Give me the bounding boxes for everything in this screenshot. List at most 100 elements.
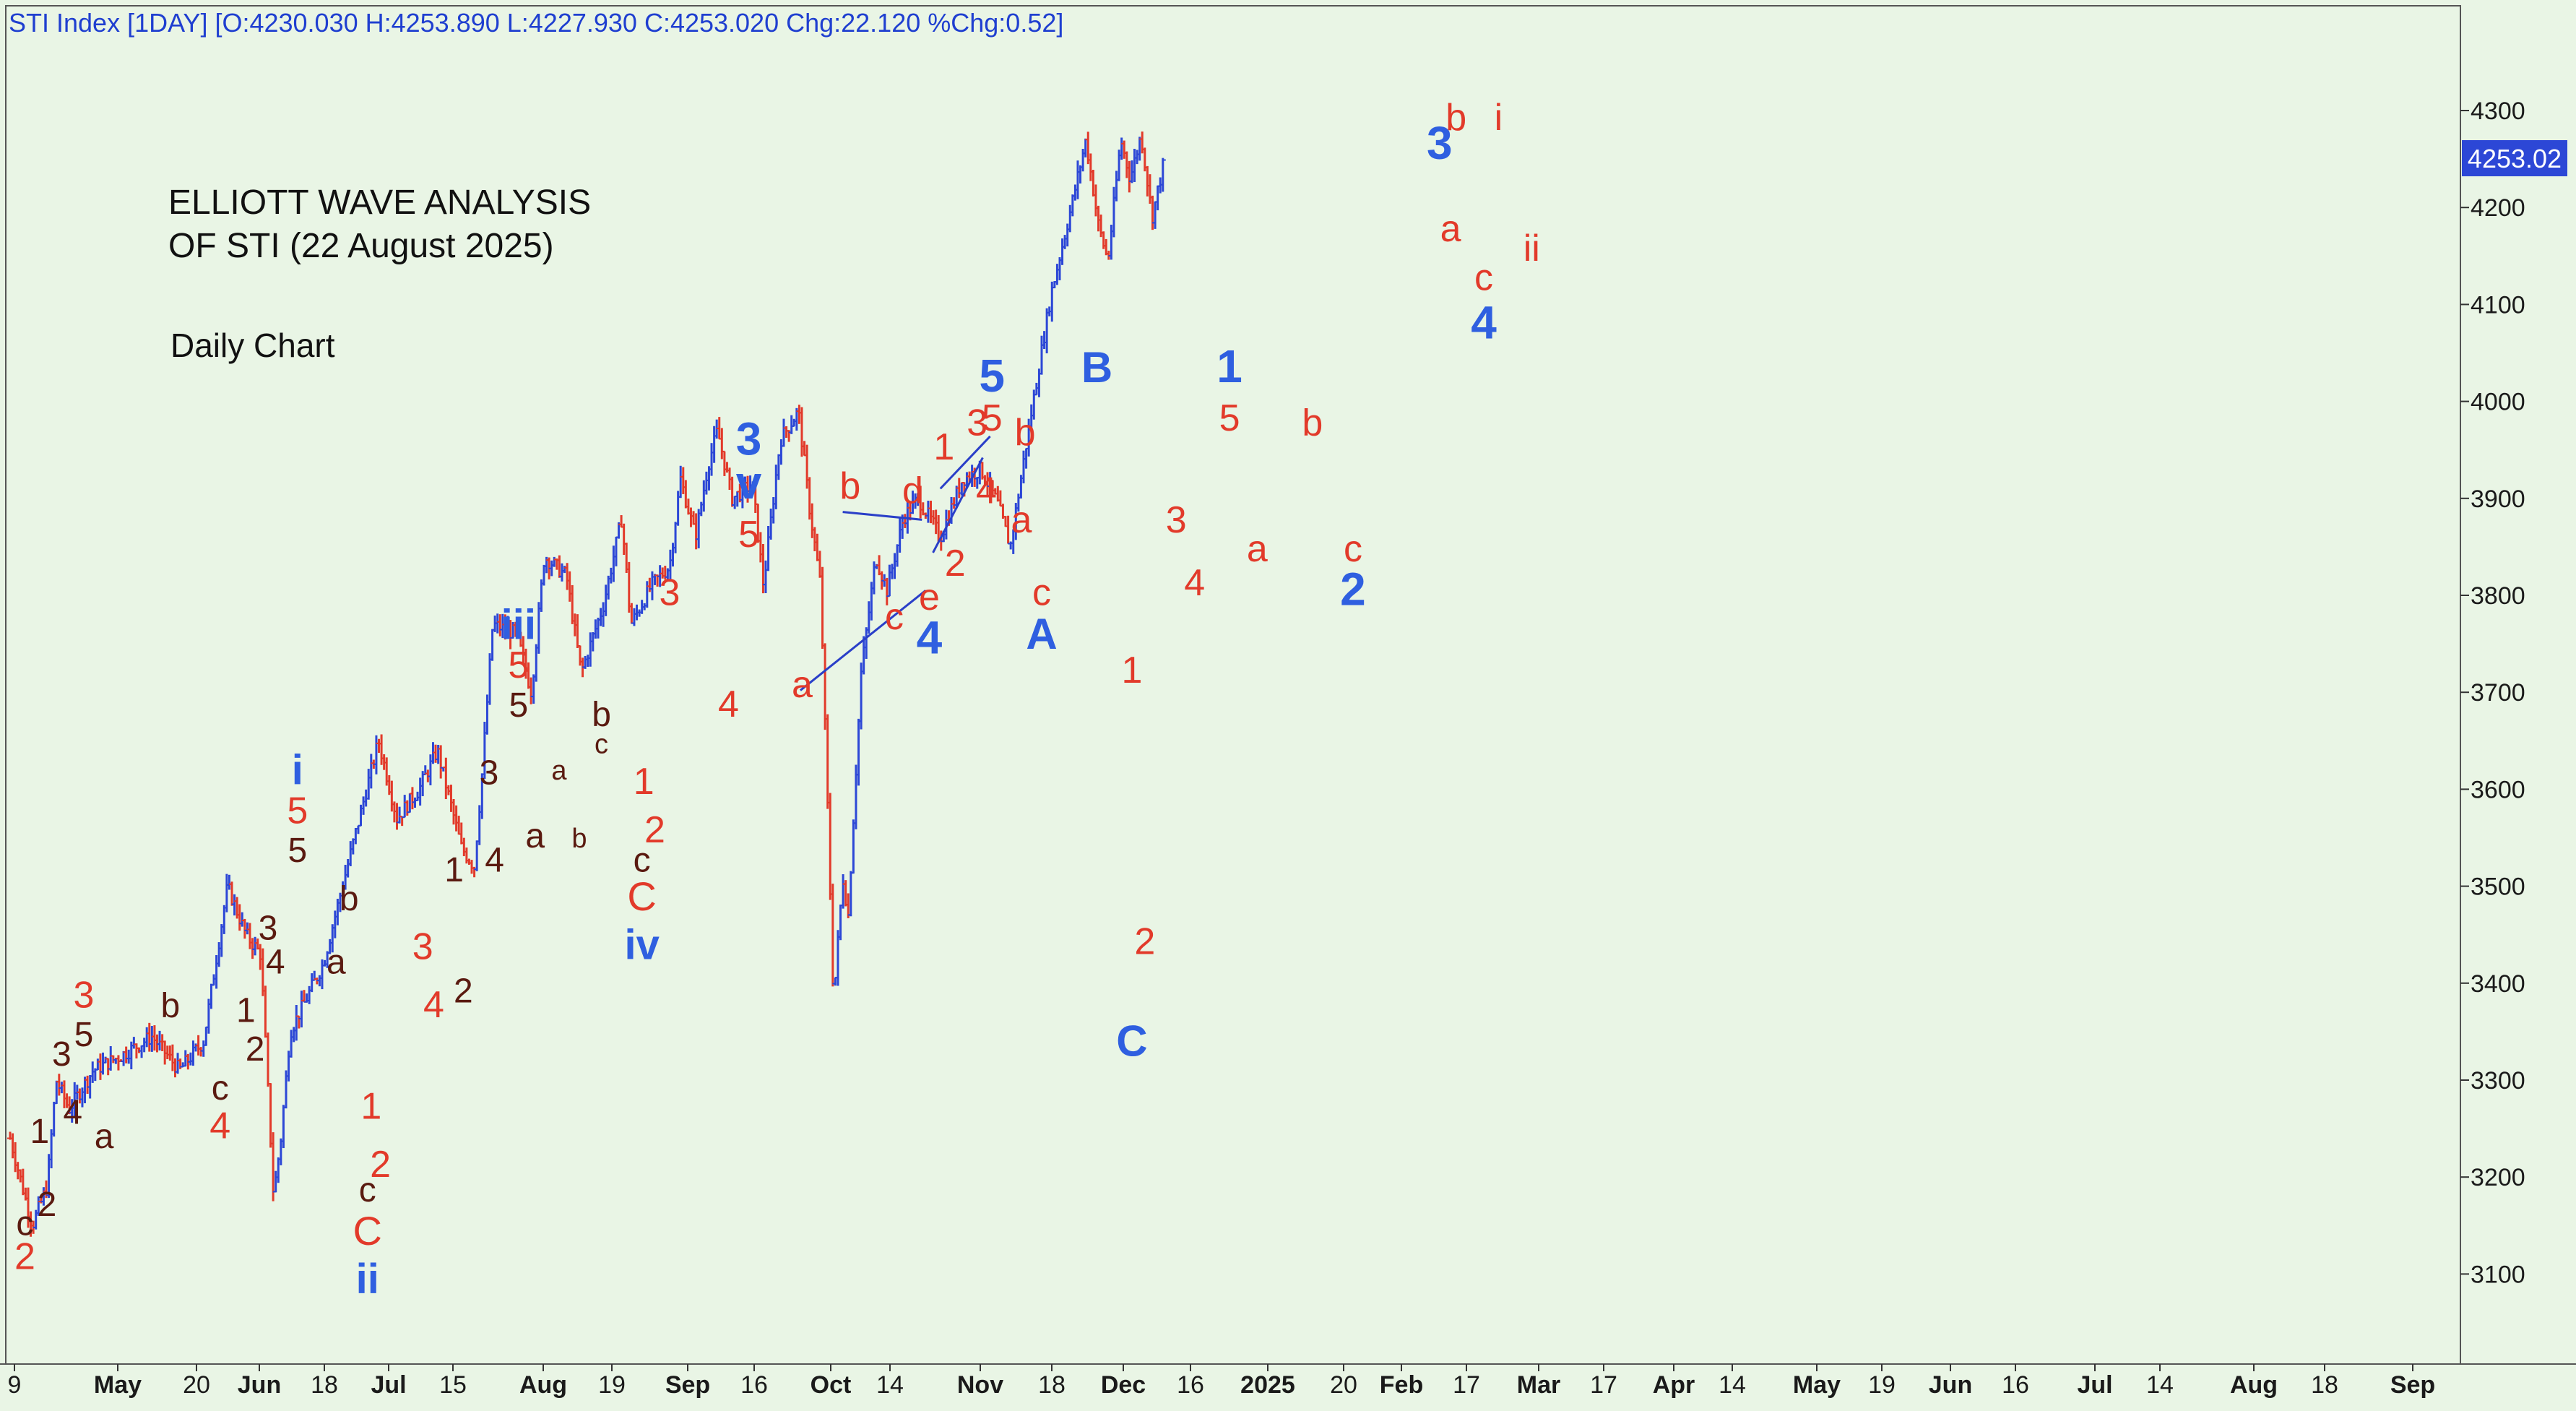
- x-tick-label: 15: [439, 1371, 467, 1399]
- x-tick-label: Mar: [1517, 1371, 1560, 1399]
- wave-label: 2: [644, 809, 665, 851]
- wave-label: 5: [1219, 397, 1240, 439]
- y-tick-label: 3500: [2471, 873, 2525, 901]
- wave-label: a: [1440, 208, 1461, 250]
- y-tick-label: 3200: [2471, 1164, 2525, 1191]
- wave-label: 5: [738, 514, 759, 556]
- chart-title-line2: OF STI (22 August 2025): [168, 227, 554, 265]
- wave-label: c: [1474, 256, 1493, 298]
- wave-label: a: [551, 756, 567, 786]
- wave-label: c: [1032, 571, 1051, 613]
- wave-label: b: [160, 987, 180, 1025]
- wave-label: a: [95, 1118, 114, 1156]
- wave-label: b: [1445, 97, 1466, 139]
- price-bars: [7, 131, 1166, 1237]
- wave-labels: c2123435abc4123455iba12cCii34123455iiiaa…: [14, 97, 1540, 1303]
- wave-label: d: [902, 470, 923, 512]
- chart-title-line1: ELLIOTT WAVE ANALYSIS: [168, 184, 591, 222]
- wave-label: 4: [63, 1093, 82, 1131]
- wave-label: C: [353, 1208, 381, 1253]
- wave-label: b: [1015, 412, 1036, 454]
- trendline: [939, 435, 991, 490]
- wave-label: c: [212, 1069, 229, 1108]
- wave-label: e: [919, 577, 940, 618]
- x-tick-label: Jun: [238, 1371, 281, 1399]
- x-tick-label: Feb: [1380, 1371, 1423, 1399]
- wave-label: a: [327, 943, 346, 981]
- x-tick-label: May: [94, 1371, 142, 1399]
- wave-label: 1: [30, 1113, 49, 1151]
- wave-label: iv: [624, 921, 659, 968]
- wave-label: 5: [508, 644, 529, 686]
- wave-label: b: [1302, 402, 1323, 444]
- x-tick-label: 20: [183, 1371, 210, 1399]
- wave-label: b: [839, 465, 860, 507]
- wave-label: b: [571, 824, 587, 854]
- y-tick-label: 3900: [2471, 486, 2525, 513]
- wave-label: ii: [356, 1256, 379, 1303]
- x-tick-label: 20: [1330, 1371, 1357, 1399]
- x-tick-label: Apr: [1653, 1371, 1695, 1399]
- x-tick-label: Aug: [2230, 1371, 2278, 1399]
- wave-label: 2: [14, 1236, 35, 1278]
- wave-label: 5: [288, 832, 307, 870]
- wave-label: b: [592, 696, 611, 734]
- trendlines: [800, 435, 991, 691]
- wave-label: 1: [360, 1086, 381, 1128]
- wave-label: 2: [246, 1030, 265, 1069]
- wave-label: i: [1495, 97, 1503, 139]
- x-tick-label: Nov: [957, 1371, 1003, 1399]
- wave-label: 1: [933, 426, 954, 468]
- x-tick-label: 16: [740, 1371, 768, 1399]
- wave-label: c: [595, 730, 608, 760]
- y-tick-label: 3700: [2471, 679, 2525, 707]
- y-tick-label: 3400: [2471, 970, 2525, 998]
- last-price-tag: 4253.02: [2468, 144, 2562, 173]
- wave-label: c: [885, 596, 904, 638]
- wave-label: b: [340, 880, 359, 918]
- wave-label: 3: [1166, 499, 1187, 541]
- wave-label: 4: [1471, 296, 1497, 348]
- wave-label: 3: [74, 974, 95, 1016]
- wave-label: 5: [74, 1016, 94, 1054]
- x-tick-label: 17: [1453, 1371, 1480, 1399]
- wave-label: a: [1247, 528, 1268, 570]
- wave-label: 2: [1134, 921, 1155, 963]
- wave-label: 5: [287, 790, 308, 832]
- wave-label: 3: [967, 402, 987, 444]
- wave-label: 3: [259, 909, 278, 947]
- wave-label: c: [16, 1205, 33, 1243]
- wave-label: 1: [634, 761, 654, 803]
- y-tick-label: 3600: [2471, 776, 2525, 803]
- y-tick-label: 4000: [2471, 389, 2525, 416]
- x-tick-label: Sep: [665, 1371, 710, 1399]
- y-tick-label: 4100: [2471, 291, 2525, 319]
- wave-label: 1: [444, 851, 464, 889]
- wave-label: c: [1344, 528, 1362, 570]
- x-tick-label: 18: [2311, 1371, 2338, 1399]
- wave-label: a: [525, 817, 545, 855]
- trendline: [800, 590, 927, 691]
- wave-label: 3: [412, 925, 433, 967]
- wave-label: 2: [370, 1144, 391, 1186]
- x-tick-label: Jul: [2077, 1371, 2112, 1399]
- x-tick-label: 18: [1038, 1371, 1066, 1399]
- wave-label: A: [1026, 610, 1057, 658]
- wave-label: 3: [736, 413, 762, 465]
- x-tick-label: 18: [311, 1371, 338, 1399]
- wave-label: c: [634, 841, 651, 879]
- x-tick-label: Jun: [1929, 1371, 1972, 1399]
- wave-label: iii: [501, 601, 536, 648]
- wave-label: a: [1011, 499, 1032, 541]
- y-tick-label: 4300: [2471, 98, 2525, 125]
- x-tick-label: 19: [598, 1371, 626, 1399]
- wave-label: 4: [1184, 562, 1205, 604]
- wave-label: B: [1081, 343, 1112, 392]
- y-tick-label: 3300: [2471, 1067, 2525, 1095]
- trendline: [842, 511, 922, 521]
- x-tick-label: 17: [1590, 1371, 1617, 1399]
- wave-label: i: [292, 747, 303, 794]
- x-tick-label: May: [1793, 1371, 1841, 1399]
